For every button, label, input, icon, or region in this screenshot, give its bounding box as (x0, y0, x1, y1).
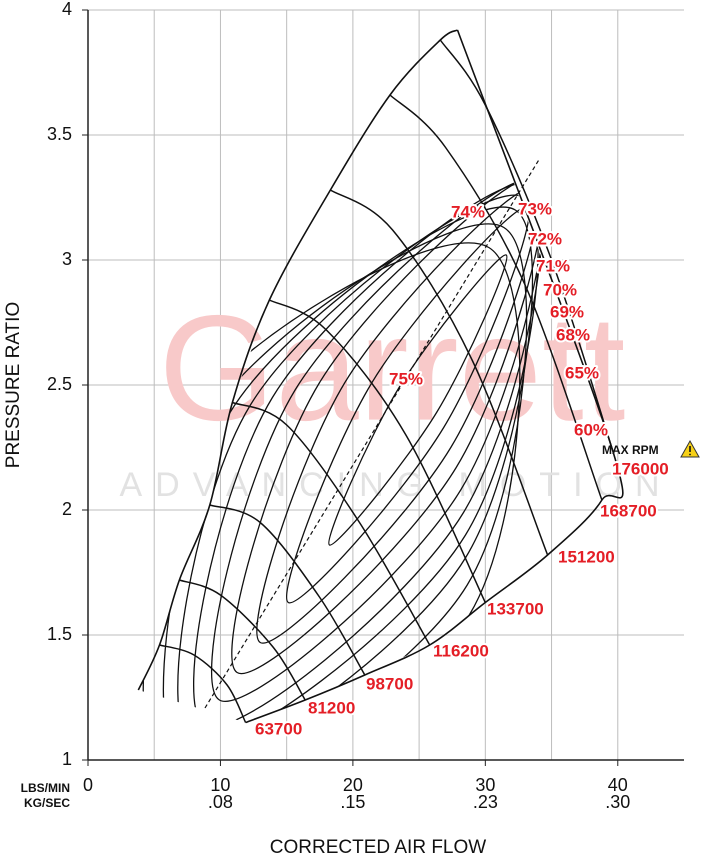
speed-label: 98700 (366, 674, 413, 693)
map-lines (137, 29, 624, 724)
speed-line (209, 504, 366, 676)
efficiency-island (328, 254, 508, 546)
watermark-brand: Garrett (159, 284, 626, 452)
efficiency-label: 60% (574, 420, 608, 439)
y-tick-label: 1.5 (47, 624, 72, 644)
y-axis-title: PRESSURE RATIO (3, 302, 24, 468)
speed-label: 81200 (308, 698, 355, 717)
speed-line (159, 644, 247, 723)
speed-label: 63700 (255, 719, 302, 738)
x-tick-label: 40 (608, 775, 628, 795)
efficiency-island (193, 182, 543, 723)
warning-icon (680, 439, 700, 458)
choke-line (245, 29, 624, 724)
x2-tick-label: .08 (208, 792, 233, 812)
x2-unit-label: KG/SEC (24, 796, 70, 810)
efficiency-islands (138, 175, 545, 723)
warning-mark (689, 446, 691, 452)
speed-line (439, 39, 614, 451)
x-tick-label: 30 (475, 775, 495, 795)
efficiency-label: 69% (550, 302, 584, 321)
x-unit-label: LBS/MIN (21, 781, 70, 795)
efficiency-label: 75% (389, 369, 423, 388)
speed-line (232, 401, 431, 646)
max-rpm-annotation: MAX RPM (602, 443, 659, 457)
efficiency-island (138, 242, 521, 723)
speed-label: 151200 (558, 547, 615, 566)
y-tick-label: 3 (62, 249, 72, 269)
watermark: Garrett ADVANCING MOTION (119, 284, 672, 504)
y-tick-label: 2.5 (47, 374, 72, 394)
efficiency-island (177, 194, 539, 723)
surge-line (137, 29, 458, 691)
x2-tick-label: .30 (605, 792, 630, 812)
speed-label: 116200 (433, 641, 489, 660)
ridge-line (204, 157, 541, 709)
x-tick-label: 0 (83, 775, 93, 795)
axes: PRESSURE RATIO CORRECTED AIR FLOW LBS/MI… (3, 0, 700, 858)
speed-label: 168700 (600, 501, 657, 520)
speed-line (389, 94, 603, 501)
efficiency-label: 71% (536, 256, 570, 275)
efficiency-island (256, 186, 540, 644)
efficiency-island (142, 223, 528, 723)
y-tick-label: 3.5 (47, 124, 72, 144)
y-tick-label: 1 (62, 749, 72, 769)
x2-tick-label: .15 (340, 792, 365, 812)
speed-label: 176000 (612, 459, 669, 478)
efficiency-label: 73% (518, 199, 552, 218)
x-tick-label: 10 (210, 775, 230, 795)
efficiency-label: 74% (451, 202, 485, 221)
y-tick-label: 4 (62, 0, 72, 19)
x-axis-title: CORRECTED AIR FLOW (270, 837, 486, 858)
x-tick-label: 20 (343, 775, 363, 795)
efficiency-island (162, 206, 534, 723)
warning-dot (689, 453, 691, 456)
efficiency-island (286, 206, 530, 604)
map-labels: 63700 81200 98700 116200 133700 151200 168700 1… (253, 197, 671, 740)
x2-tick-label: .23 (473, 792, 498, 812)
efficiency-label: 68% (556, 325, 590, 344)
speed-line (329, 189, 549, 556)
speed-line (269, 299, 486, 603)
efficiency-label: 72% (528, 229, 562, 248)
speed-line (179, 579, 306, 701)
efficiency-island (210, 177, 545, 703)
y-tick-label: 2 (62, 499, 72, 519)
efficiency-island (231, 175, 545, 675)
efficiency-label: 65% (565, 363, 599, 382)
efficiency-label: 70% (543, 280, 577, 299)
speed-label: 133700 (487, 599, 544, 618)
watermark-tagline: ADVANCING MOTION (119, 466, 672, 504)
